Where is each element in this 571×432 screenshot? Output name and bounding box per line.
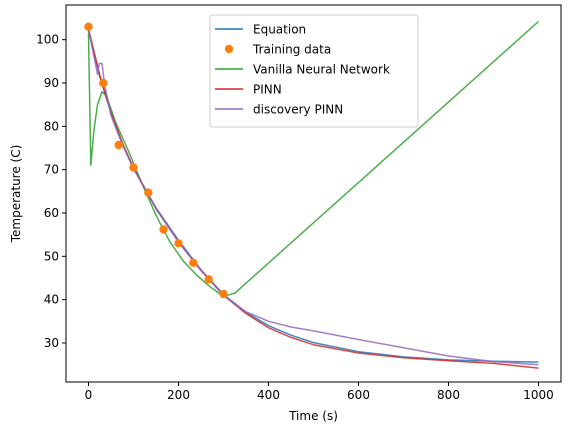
legend-label-vanilla-neural-network: Vanilla Neural Network: [253, 63, 390, 77]
x-tick-label: 0: [85, 388, 93, 402]
x-tick-label: 400: [257, 388, 280, 402]
x-axis-label: Time (s): [288, 409, 338, 423]
training-data-point: [204, 275, 213, 284]
x-tick-label: 600: [347, 388, 370, 402]
x-tick-label: 800: [437, 388, 460, 402]
legend-label-training-data: Training data: [252, 43, 331, 57]
axes-frame: [65, 4, 562, 383]
y-tick-label: 70: [44, 163, 59, 177]
training-data-point: [114, 140, 123, 150]
x-tick-label: 1000: [523, 388, 554, 402]
y-tick-label: 40: [44, 293, 59, 307]
training-data-point: [189, 258, 198, 267]
training-data-point: [84, 22, 93, 31]
y-tick-label: 100: [36, 33, 59, 47]
series-line-discovery-pinn: [87, 28, 539, 366]
y-axis-ticks: 30 40 50 60 70 80 90 100: [36, 33, 66, 350]
training-data-point: [129, 163, 138, 172]
legend: Equation Training data Vanilla Neural Netw…: [209, 14, 419, 128]
legend-swatch-training-data: [224, 44, 234, 54]
y-tick-label: 90: [44, 76, 59, 90]
y-tick-label: 60: [44, 206, 59, 220]
legend-label-pinn: PINN: [253, 83, 282, 97]
training-data-point: [219, 289, 228, 299]
legend-label-equation: Equation: [253, 23, 306, 37]
x-tick-label: 200: [167, 388, 190, 402]
plot-points: [84, 22, 228, 299]
y-axis-label: Temperature (C): [9, 145, 23, 244]
legend-frame: [209, 14, 419, 128]
plot-lines: [87, 20, 540, 369]
x-axis-ticks: 0 200 400 600 800 1000: [85, 382, 554, 402]
y-tick-label: 30: [44, 336, 59, 350]
training-data-point: [144, 188, 153, 197]
y-tick-label: 50: [44, 249, 59, 263]
y-tick-label: 80: [44, 119, 59, 133]
training-data-point: [159, 225, 168, 234]
training-data-point: [174, 239, 183, 248]
legend-label-discovery-pinn: discovery PINN: [253, 103, 343, 117]
training-data-point: [99, 78, 108, 88]
